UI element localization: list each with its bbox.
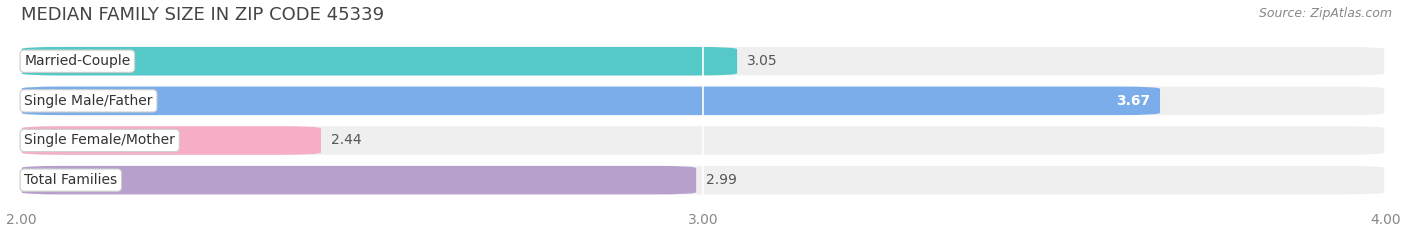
Text: Total Families: Total Families xyxy=(24,173,118,187)
Text: 3.67: 3.67 xyxy=(1116,94,1150,108)
FancyBboxPatch shape xyxy=(21,87,1160,115)
Text: Source: ZipAtlas.com: Source: ZipAtlas.com xyxy=(1258,7,1392,20)
FancyBboxPatch shape xyxy=(21,166,1385,194)
FancyBboxPatch shape xyxy=(21,126,321,155)
Text: 2.44: 2.44 xyxy=(332,134,361,147)
Text: MEDIAN FAMILY SIZE IN ZIP CODE 45339: MEDIAN FAMILY SIZE IN ZIP CODE 45339 xyxy=(21,6,384,24)
Text: Single Female/Mother: Single Female/Mother xyxy=(24,134,176,147)
Text: 3.05: 3.05 xyxy=(748,54,778,68)
FancyBboxPatch shape xyxy=(21,47,1385,75)
Text: 2.99: 2.99 xyxy=(706,173,737,187)
FancyBboxPatch shape xyxy=(21,126,1385,155)
FancyBboxPatch shape xyxy=(21,87,1385,115)
FancyBboxPatch shape xyxy=(21,166,696,194)
Text: Single Male/Father: Single Male/Father xyxy=(24,94,153,108)
Text: Married-Couple: Married-Couple xyxy=(24,54,131,68)
FancyBboxPatch shape xyxy=(21,47,737,75)
